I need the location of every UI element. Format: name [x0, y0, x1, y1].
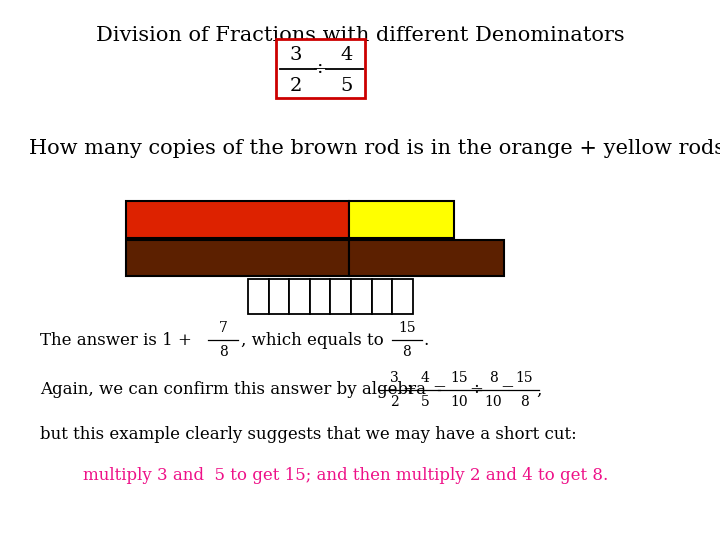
Text: 10: 10: [485, 395, 502, 409]
Text: but this example clearly suggests that we may have a short cut:: but this example clearly suggests that w…: [40, 426, 576, 443]
Bar: [349, 201, 454, 238]
Bar: [330, 279, 351, 314]
Bar: [289, 279, 310, 314]
Text: 15: 15: [516, 371, 533, 385]
Text: multiply 3 and  5 to get 15; and then multiply 2 and 4 to get 8.: multiply 3 and 5 to get 15; and then mul…: [83, 467, 608, 484]
Text: The answer is 1 +: The answer is 1 +: [40, 332, 197, 349]
Text: 4: 4: [420, 371, 429, 385]
Text: Division of Fractions with different Denominators: Division of Fractions with different Den…: [96, 25, 624, 45]
Text: ÷: ÷: [469, 381, 484, 399]
Text: 5: 5: [340, 77, 353, 95]
Text: =: =: [500, 381, 515, 399]
Bar: [392, 279, 413, 314]
Text: 3: 3: [390, 371, 399, 385]
Text: 2: 2: [290, 77, 302, 95]
Bar: [248, 279, 269, 314]
Text: 8: 8: [520, 395, 528, 409]
Text: ÷: ÷: [402, 381, 416, 399]
Text: How many copies of the brown rod is in the orange + yellow rods?: How many copies of the brown rod is in t…: [29, 139, 720, 158]
Text: =: =: [432, 381, 446, 399]
Bar: [269, 279, 289, 314]
Bar: [126, 201, 349, 238]
Text: 10: 10: [451, 395, 468, 409]
Text: ,: ,: [536, 381, 541, 399]
Text: 4: 4: [340, 46, 353, 64]
Bar: [310, 279, 330, 314]
Text: 8: 8: [489, 371, 498, 385]
Text: 8: 8: [219, 345, 228, 359]
Text: 3: 3: [290, 46, 302, 64]
Text: 2: 2: [390, 395, 399, 409]
Text: , which equals to: , which equals to: [241, 332, 390, 349]
Text: 15: 15: [451, 371, 468, 385]
Bar: [126, 240, 349, 276]
Text: 8: 8: [402, 345, 411, 359]
Bar: [372, 279, 392, 314]
Bar: [351, 279, 372, 314]
Text: ÷: ÷: [312, 60, 328, 78]
Text: .: .: [423, 332, 428, 349]
FancyBboxPatch shape: [276, 39, 365, 98]
Text: 5: 5: [420, 395, 429, 409]
Bar: [349, 240, 504, 276]
Text: Again, we can confirm this answer by algebra: Again, we can confirm this answer by alg…: [40, 381, 426, 399]
Text: 7: 7: [219, 321, 228, 335]
Text: 15: 15: [398, 321, 415, 335]
